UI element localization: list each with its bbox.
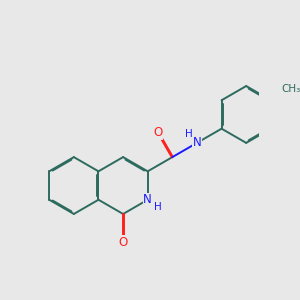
Text: N: N: [193, 136, 201, 149]
Text: O: O: [154, 126, 163, 139]
Text: O: O: [118, 236, 128, 249]
Text: H: H: [154, 202, 161, 212]
Text: H: H: [184, 129, 192, 140]
Text: CH₃: CH₃: [281, 84, 300, 94]
Text: N: N: [143, 193, 152, 206]
